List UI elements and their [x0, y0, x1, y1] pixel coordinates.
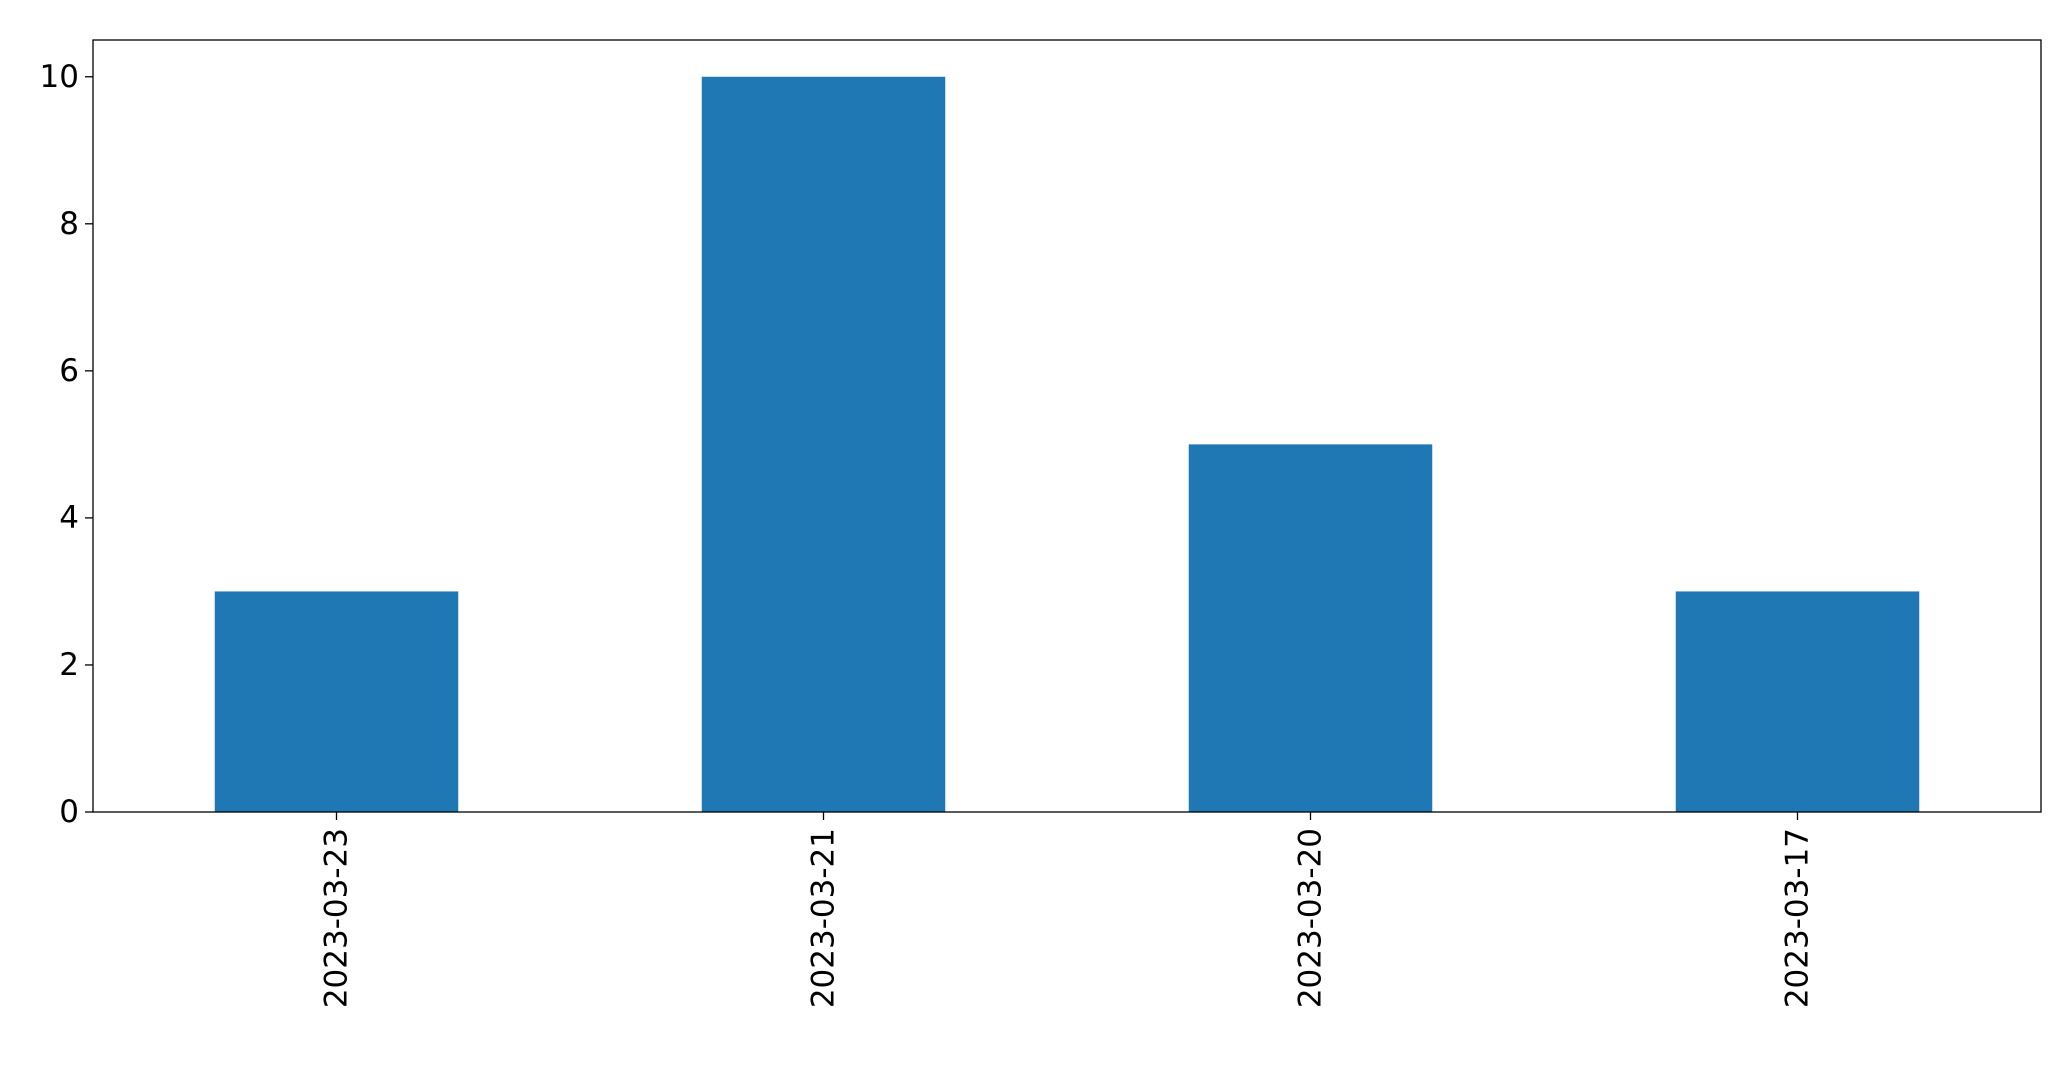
y-tick-label: 6 — [59, 353, 79, 389]
y-tick-label: 10 — [40, 59, 79, 95]
y-tick-label: 2 — [59, 647, 79, 683]
bars — [214, 76, 1920, 812]
y-tick-label: 8 — [59, 206, 79, 242]
bar — [214, 591, 459, 812]
bar — [1188, 444, 1433, 812]
y-tick-label: 4 — [59, 500, 79, 536]
bar — [1675, 591, 1920, 812]
y-tick-label: 0 — [59, 794, 79, 830]
plot-frame — [92, 39, 2042, 813]
x-tick-label: 2023-03-23 — [319, 828, 355, 1008]
x-axis: 2023-03-23 2023-03-21 2023-03-20 2023-03-17 — [319, 812, 1816, 1008]
x-tick-label: 2023-03-20 — [1293, 828, 1329, 1008]
y-axis: 0 2 4 6 8 10 — [40, 59, 93, 830]
x-tick-label: 2023-03-17 — [1780, 828, 1816, 1008]
x-tick-label: 2023-03-21 — [806, 828, 842, 1008]
bar — [701, 76, 946, 812]
